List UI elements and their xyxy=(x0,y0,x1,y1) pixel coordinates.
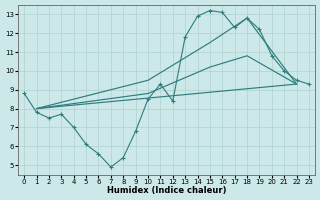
X-axis label: Humidex (Indice chaleur): Humidex (Indice chaleur) xyxy=(107,186,226,195)
